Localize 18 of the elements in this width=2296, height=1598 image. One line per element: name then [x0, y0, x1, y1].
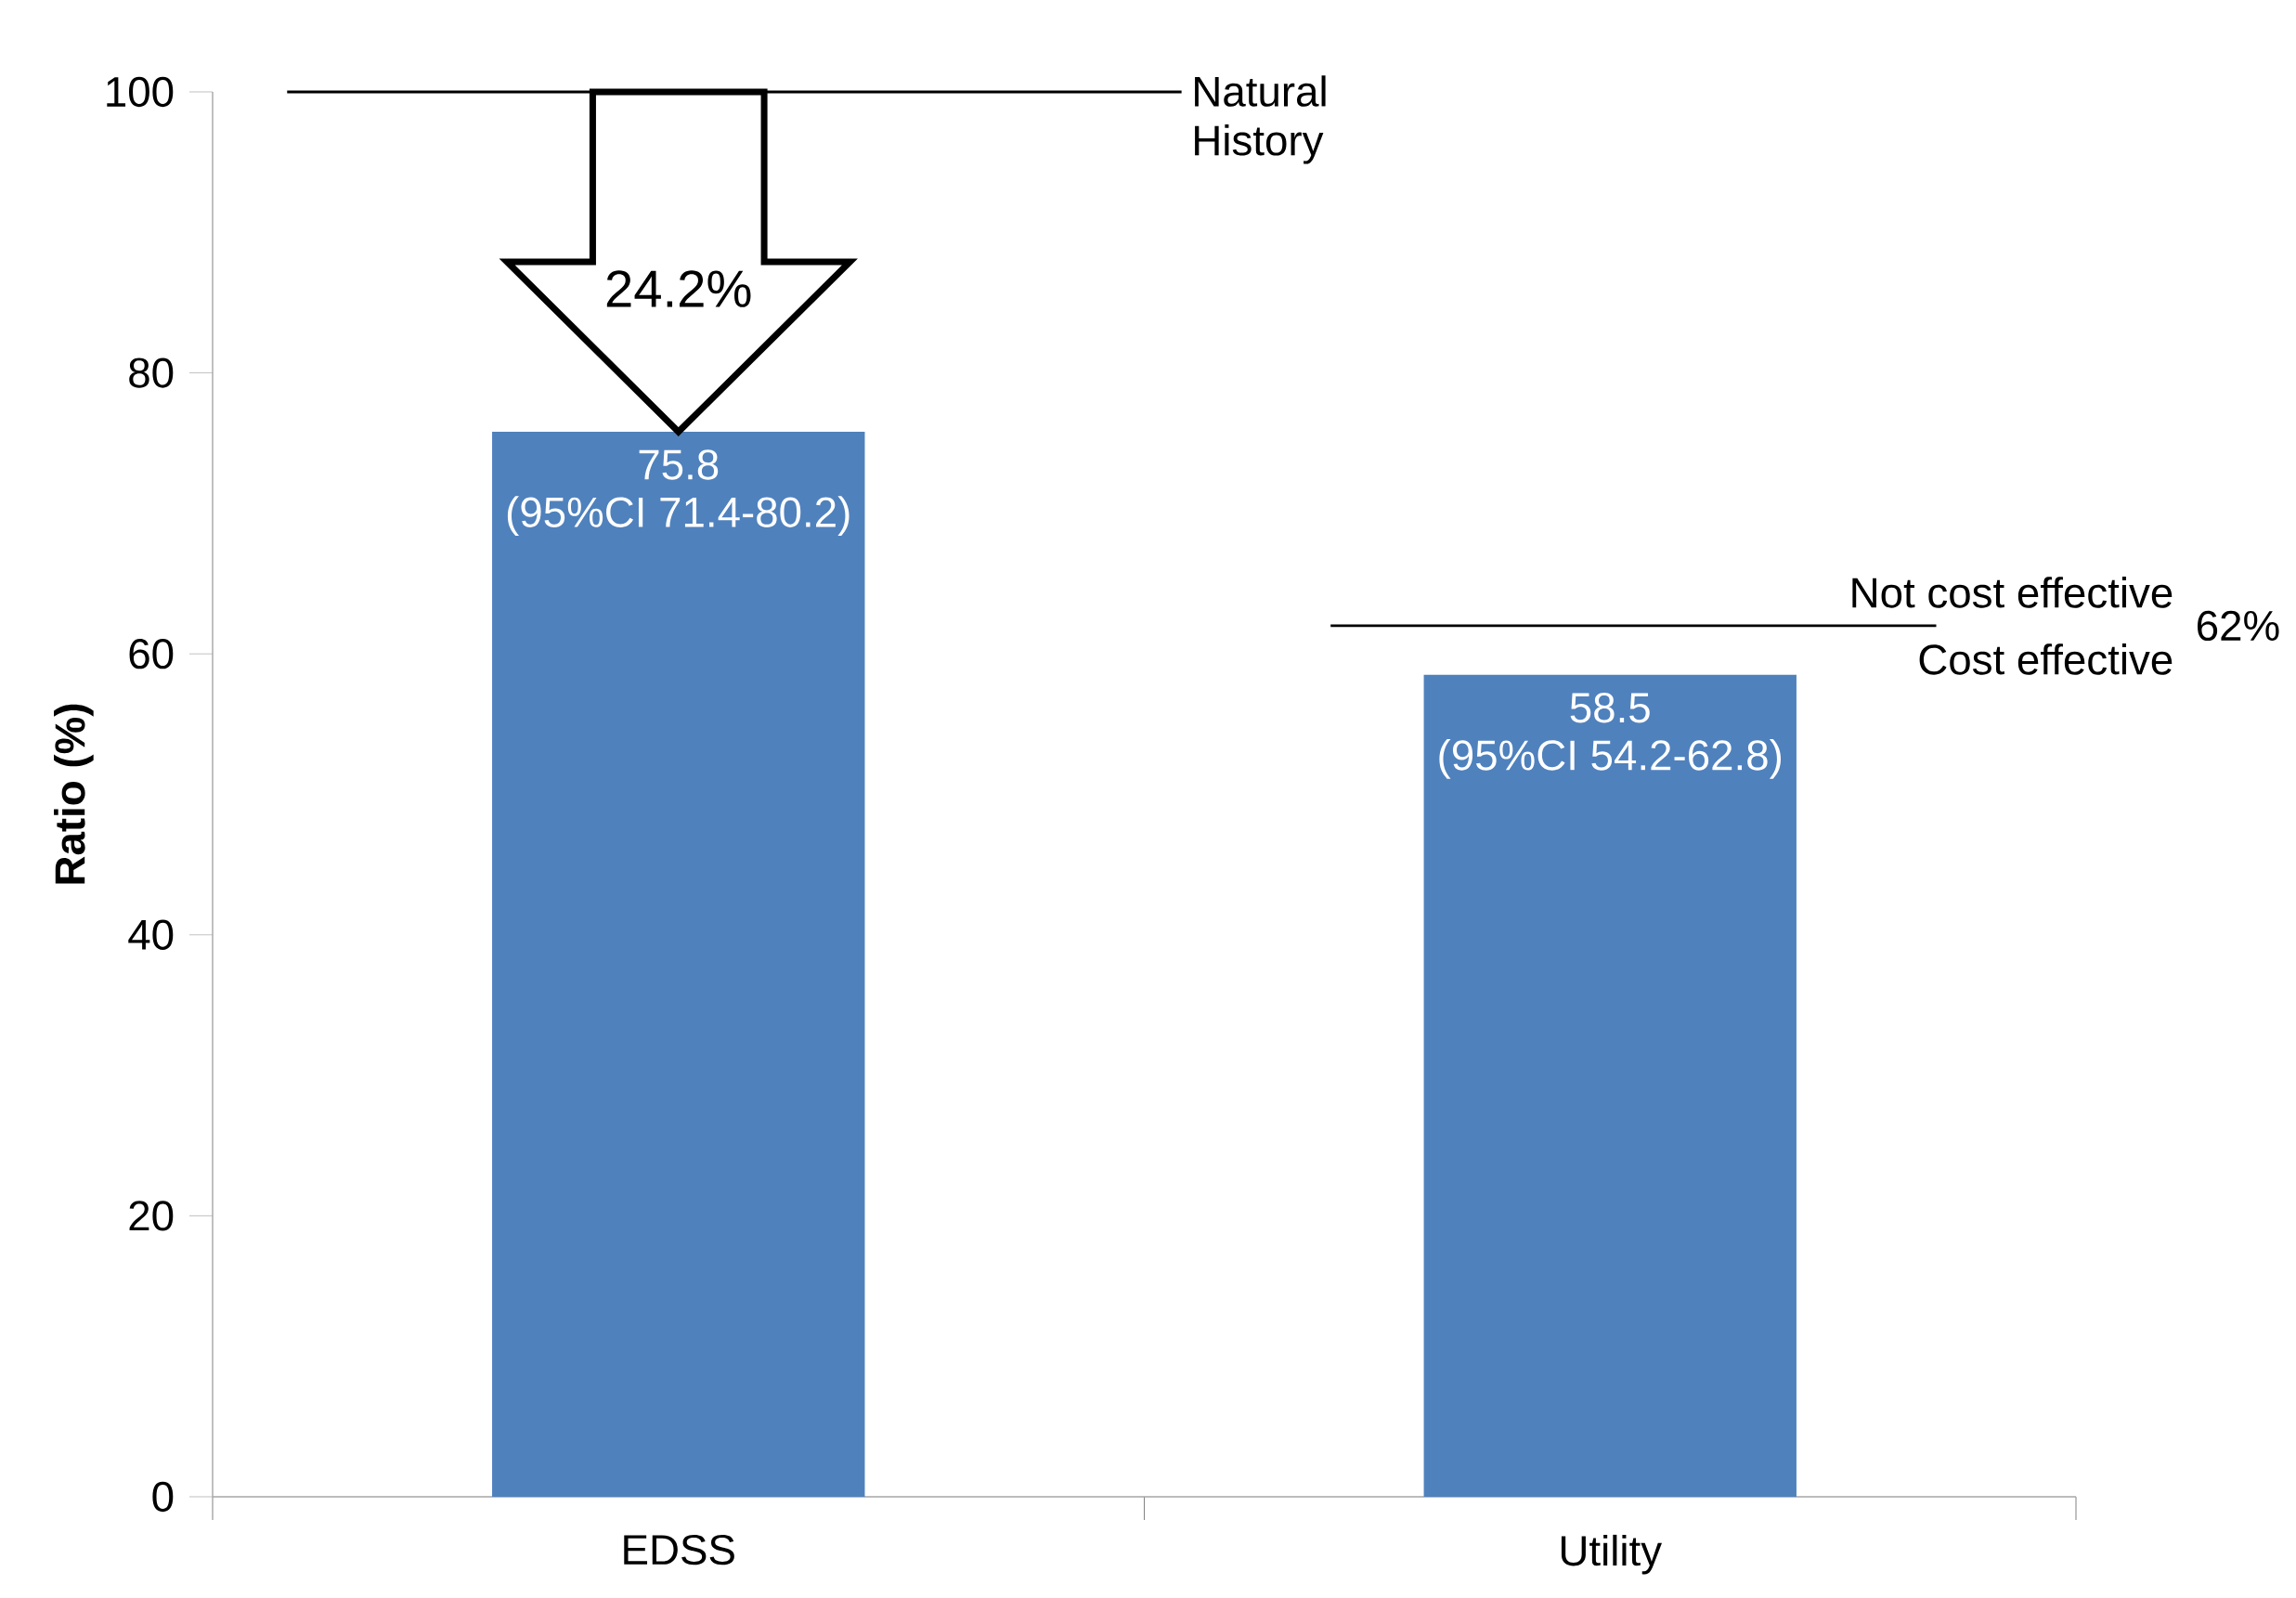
data-label: 58.5	[1570, 693, 1650, 723]
y-tick-label: 80	[129, 357, 174, 388]
ref-line-label: Natural History	[1195, 75, 1326, 164]
y-axis-title: Ratio (%)	[54, 704, 94, 884]
y-tick-label: 100	[107, 76, 174, 108]
y-tick-label: 60	[129, 638, 174, 669]
x-tick-label: EDSS	[624, 1534, 734, 1566]
y-tick-label: 0	[152, 1481, 174, 1513]
data-label: 75.8	[639, 449, 719, 480]
annotation: (95%CI 54.2-62.8)	[1439, 739, 1782, 779]
annotation: 24.2%	[606, 270, 751, 307]
annotation: Cost effective	[1919, 643, 2173, 675]
ref-line-label: Not cost effective	[1852, 577, 2173, 608]
y-tick-label: 40	[128, 919, 174, 950]
y-tick-label: 20	[129, 1201, 174, 1231]
annotation: (95%CI 71.4-80.2)	[507, 496, 850, 536]
text: 62%	[2198, 610, 2279, 642]
x-tick-label: Utility	[1561, 1534, 1662, 1575]
